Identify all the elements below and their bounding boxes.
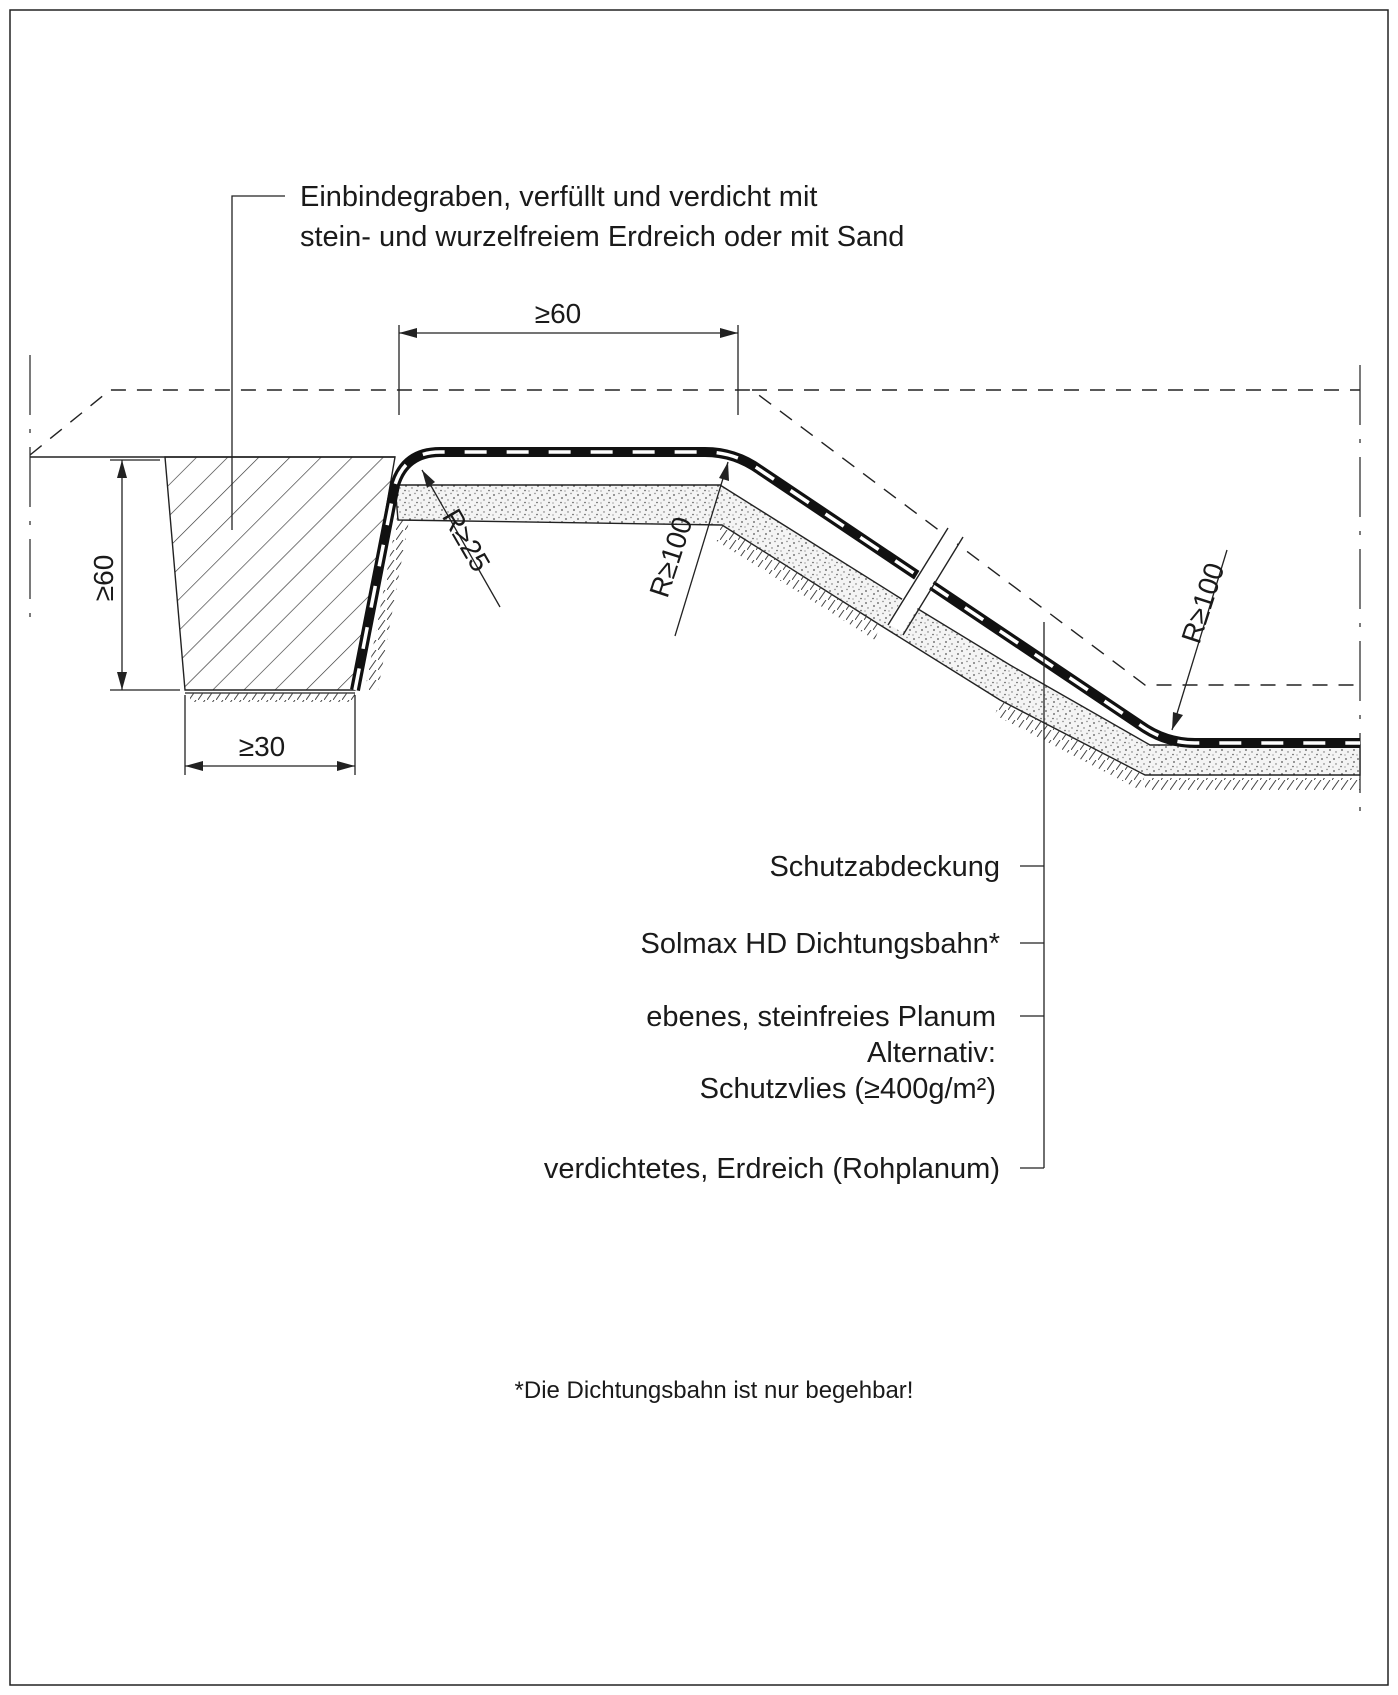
dim-trench-depth-label: ≥60 [88,555,119,602]
layer-subgrade-label-3: Schutzvlies (≥400g/m²) [700,1073,996,1105]
trench-label-line1: Einbindegraben, verfüllt und verdicht mi… [300,181,817,213]
trench-label-line2: stein- und wurzelfreiem Erdreich oder mi… [300,221,904,253]
footnote: *Die Dichtungsbahn ist nur begehbar! [515,1377,914,1404]
page-frame [9,9,1389,1686]
dim-trench-depth [110,459,180,691]
radius-edge-leader [421,469,501,608]
layer-subgrade-label-1: ebenes, steinfreies Planum [646,1001,996,1033]
layer-cover-label: Schutzabdeckung [769,851,1000,883]
final-terrain-dashed-line [29,389,1360,686]
break-symbol [887,525,964,636]
radius-toe-leader [1171,549,1228,731]
dim-trench-width [184,695,356,775]
radius-crest-leader [674,461,729,637]
dim-top-width [398,325,739,415]
dim-top-width-label: ≥60 [535,298,582,329]
trench-label-leader [231,195,285,530]
layer-membrane-label: Solmax HD Dichtungsbahn* [641,928,1000,960]
layer-subgrade-label-2: Alternativ: [867,1037,996,1069]
layer-soil-label: verdichtetes, Erdreich (Rohplanum) [544,1153,1000,1185]
radius-toe-label: R≥100 [1176,559,1231,647]
dim-trench-width-label: ≥30 [239,731,286,762]
